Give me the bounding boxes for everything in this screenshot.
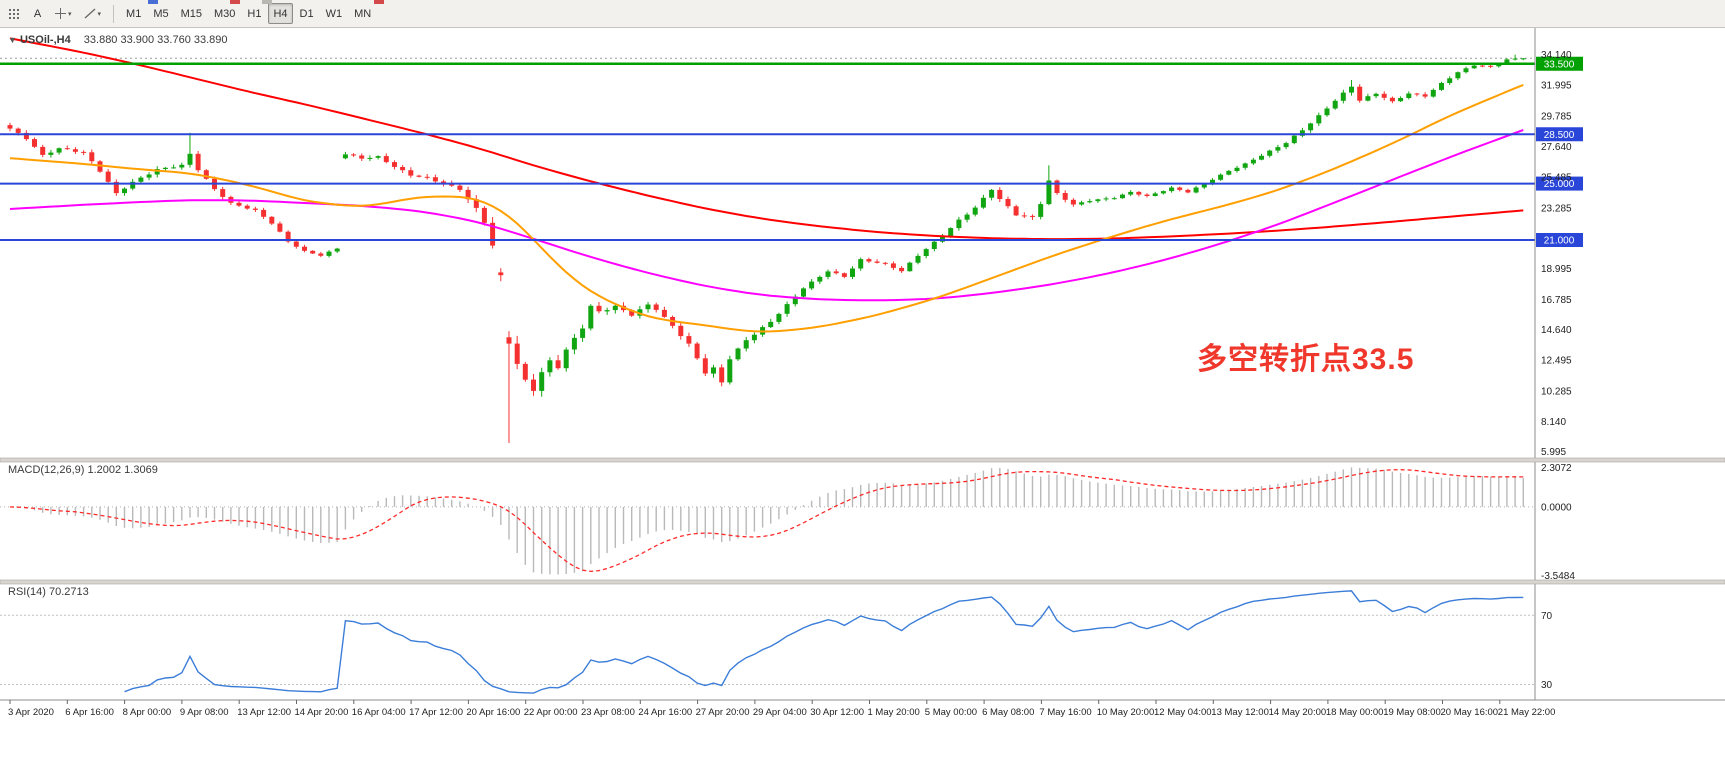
date-axis[interactable]: 3 Apr 2020 6 Apr 16:00 8 Apr 00:00 9 Apr 08… (8, 700, 1555, 718)
crosshair-icon (55, 8, 66, 19)
date-label: 1 May 20:00 (868, 707, 920, 718)
text-tool-icon: A (33, 7, 42, 20)
price-axis-label: 31.995 (1541, 80, 1572, 91)
cutoff-toolbar-icon (230, 0, 240, 4)
macd-histogram (17, 467, 1525, 575)
text-tool-button[interactable]: A (27, 3, 48, 24)
rsi-header: RSI(14) 70.2713 (8, 586, 89, 598)
timeframe-button-mn[interactable]: MN (354, 7, 372, 20)
date-label: 6 Apr 16:00 (65, 707, 114, 718)
price-axis-label: 29.785 (1541, 112, 1572, 123)
date-label: 13 Apr 12:00 (237, 707, 291, 718)
crosshair-tool-button[interactable]: ▾ (50, 3, 77, 24)
date-label: 9 Apr 08:00 (180, 707, 229, 718)
price-axis-label: 12.495 (1541, 355, 1572, 366)
date-label: 21 May 22:00 (1498, 707, 1556, 718)
chart-canvas[interactable]: 33.500 28.500 25.000 21.000 34.140 31.995 29.7… (0, 28, 1725, 784)
date-label: 12 May 04:00 (1154, 707, 1212, 718)
grid-dots-icon (9, 8, 19, 19)
price-axis-label: 8.140 (1541, 417, 1566, 428)
toolbar: A ▾ ▾ M1 M5 M15 M30 H1 H4 D1 W1 MN (0, 0, 1725, 28)
timeframe-button-w1[interactable]: W1 (325, 7, 343, 20)
price-axis-label: 10.285 (1541, 387, 1572, 398)
price-axis-label: 25.485 (1541, 172, 1572, 183)
cutoff-toolbar-icon (148, 0, 158, 4)
price-level-badge (1536, 233, 1583, 247)
chevron-down-icon: ▾ (68, 10, 72, 18)
macd-axis-label: 0.0000 (1541, 502, 1572, 513)
date-label: 14 Apr 20:00 (295, 707, 349, 718)
symbol-ohlc-values: 33.880 33.900 33.760 33.890 (83, 34, 228, 46)
chart-area[interactable]: 33.500 28.500 25.000 21.000 34.140 31.995 29.7… (0, 28, 1725, 784)
date-label: 16 Apr 04:00 (352, 707, 406, 718)
toolbar-separator (113, 4, 115, 23)
price-axis-label: 5.995 (1541, 447, 1566, 458)
ma-slow-red (9, 37, 1524, 241)
timeframe-button-m5[interactable]: M5 (153, 7, 169, 20)
date-label: 5 May 00:00 (925, 707, 977, 718)
timeframe-button-h4[interactable]: H4 (268, 3, 293, 24)
timeframe-button-h1[interactable]: H1 (247, 7, 262, 20)
rsi-level-label: 30 (1541, 680, 1553, 691)
cutoff-toolbar-icon (374, 0, 384, 4)
price-level-badge (1536, 56, 1583, 71)
draw-tools-button[interactable]: ▾ (79, 3, 107, 24)
price-axis-label: 34.140 (1541, 50, 1572, 61)
date-label: 27 Apr 20:00 (696, 707, 750, 718)
date-label: 14 May 20:00 (1269, 707, 1327, 718)
price-level-badge (1536, 176, 1583, 191)
date-label: 22 Apr 00:00 (524, 707, 578, 718)
panel-splitter[interactable] (0, 457, 1725, 463)
date-label: 7 May 16:00 (1039, 707, 1091, 718)
chevron-down-icon: ▾ (97, 10, 102, 18)
timeframe-button-m15[interactable]: M15 (180, 7, 202, 20)
rsi-level-label: 70 (1541, 611, 1553, 622)
macd-axis-label: 2.3072 (1541, 463, 1572, 474)
price-axis-label: 23.285 (1541, 203, 1572, 214)
timeframe-button-d1[interactable]: D1 (299, 7, 314, 20)
tick-chart-icon[interactable] (3, 3, 25, 24)
date-label: 19 May 08:00 (1383, 707, 1441, 718)
date-label: 13 May 12:00 (1211, 707, 1269, 718)
macd-header: MACD(12,26,9) 1.2002 1.3069 (8, 464, 158, 476)
price-axis-label: 18.995 (1541, 264, 1572, 275)
price-level-badge (1536, 127, 1583, 142)
rsi-line (124, 590, 1524, 694)
ma-mid-magenta (9, 129, 1524, 302)
trendline-icon (84, 8, 95, 19)
ma-fast-orange (9, 83, 1524, 333)
macd-axis-label: -3.5484 (1541, 571, 1575, 582)
timeframe-group: M1 M5 M15 M30 H1 H4 D1 W1 MN (121, 3, 376, 24)
date-label: 8 Apr 00:00 (123, 707, 172, 718)
chart-menu-arrow-icon[interactable]: ▼ (8, 35, 17, 45)
price-axis-label: 16.785 (1541, 295, 1572, 306)
timeframe-button-m30[interactable]: M30 (214, 7, 236, 20)
date-label: 6 May 08:00 (982, 707, 1034, 718)
symbol-title: USOil-,H4 (19, 34, 71, 46)
cutoff-toolbar-icon (262, 0, 272, 4)
price-level-badge-label: 28.500 (1544, 130, 1575, 141)
panel-splitter[interactable] (0, 579, 1725, 585)
date-label: 23 Apr 08:00 (581, 707, 635, 718)
date-label: 17 Apr 12:00 (409, 707, 463, 718)
timeframe-button-m1[interactable]: M1 (126, 7, 142, 20)
price-axis-label: 14.640 (1541, 325, 1572, 336)
date-label: 10 May 20:00 (1097, 707, 1155, 718)
macd-signal-line (9, 469, 1524, 573)
date-label: 30 Apr 12:00 (810, 707, 864, 718)
date-label: 20 May 16:00 (1441, 707, 1499, 718)
chart-annotation: 多空转折点33.5 (1197, 343, 1415, 376)
price-level-badge-label: 25.000 (1544, 179, 1575, 190)
symbol-header: ▼ USOil-,H4 33.880 33.900 33.760 33.890 (8, 34, 228, 46)
date-label: 24 Apr 16:00 (638, 707, 692, 718)
date-label: 29 Apr 04:00 (753, 707, 807, 718)
date-label: 3 Apr 2020 (8, 707, 54, 718)
price-level-badge-label: 33.500 (1544, 59, 1575, 70)
price-level-badge-label: 21.000 (1544, 236, 1575, 247)
date-label: 18 May 00:00 (1326, 707, 1384, 718)
price-axis-label: 27.640 (1541, 142, 1572, 153)
candlestick-series (7, 54, 1526, 443)
date-label: 20 Apr 16:00 (466, 707, 520, 718)
